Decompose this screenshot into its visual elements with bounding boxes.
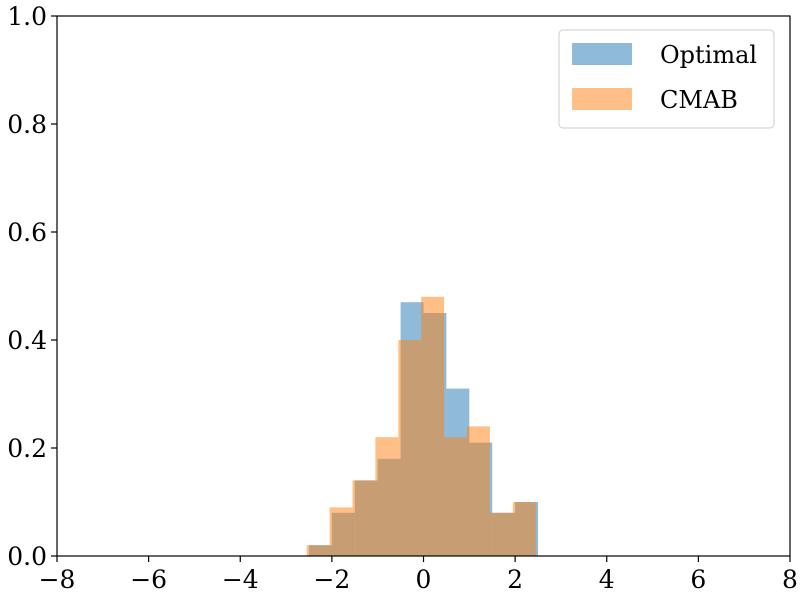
y-tick-label: 0.0 <box>7 542 47 571</box>
legend-swatch-optimal <box>572 43 632 65</box>
bar-cmab-1 <box>329 507 353 556</box>
y-tick-label: 1.0 <box>7 2 47 31</box>
legend-swatch-cmab <box>572 88 632 110</box>
bar-cmab-9 <box>512 502 536 556</box>
x-tick-label: 4 <box>599 565 615 594</box>
bar-cmab-0 <box>306 545 330 556</box>
bar-cmab-7 <box>467 426 490 556</box>
bar-cmab-5 <box>421 296 445 556</box>
y-axis: 0.0 0.2 0.4 0.6 0.8 1.0 <box>7 2 57 571</box>
bar-cmab-2 <box>352 480 376 556</box>
legend-label-cmab: CMAB <box>660 86 738 114</box>
y-tick-label: 0.8 <box>7 110 47 139</box>
bar-cmab-3 <box>375 437 399 556</box>
bars-layer <box>306 296 539 556</box>
x-tick-label: 2 <box>507 565 523 594</box>
bar-cmab-8 <box>489 512 513 556</box>
legend: Optimal CMAB <box>558 29 775 129</box>
legend-label-optimal: Optimal <box>660 41 757 69</box>
x-axis: −8 −6 −4 −2 0 2 4 6 8 <box>39 556 798 594</box>
x-tick-label: −8 <box>39 565 76 594</box>
x-tick-label: −6 <box>130 565 167 594</box>
bar-cmab-6 <box>444 437 468 556</box>
y-tick-label: 0.6 <box>7 218 47 247</box>
x-tick-label: −2 <box>313 565 350 594</box>
x-tick-label: 0 <box>416 565 432 594</box>
x-tick-label: 6 <box>690 565 706 594</box>
x-tick-label: −4 <box>222 565 259 594</box>
y-tick-label: 0.4 <box>7 326 47 355</box>
bar-cmab-4 <box>398 340 422 556</box>
x-tick-label: 8 <box>782 565 798 594</box>
y-tick-label: 0.2 <box>7 434 47 463</box>
